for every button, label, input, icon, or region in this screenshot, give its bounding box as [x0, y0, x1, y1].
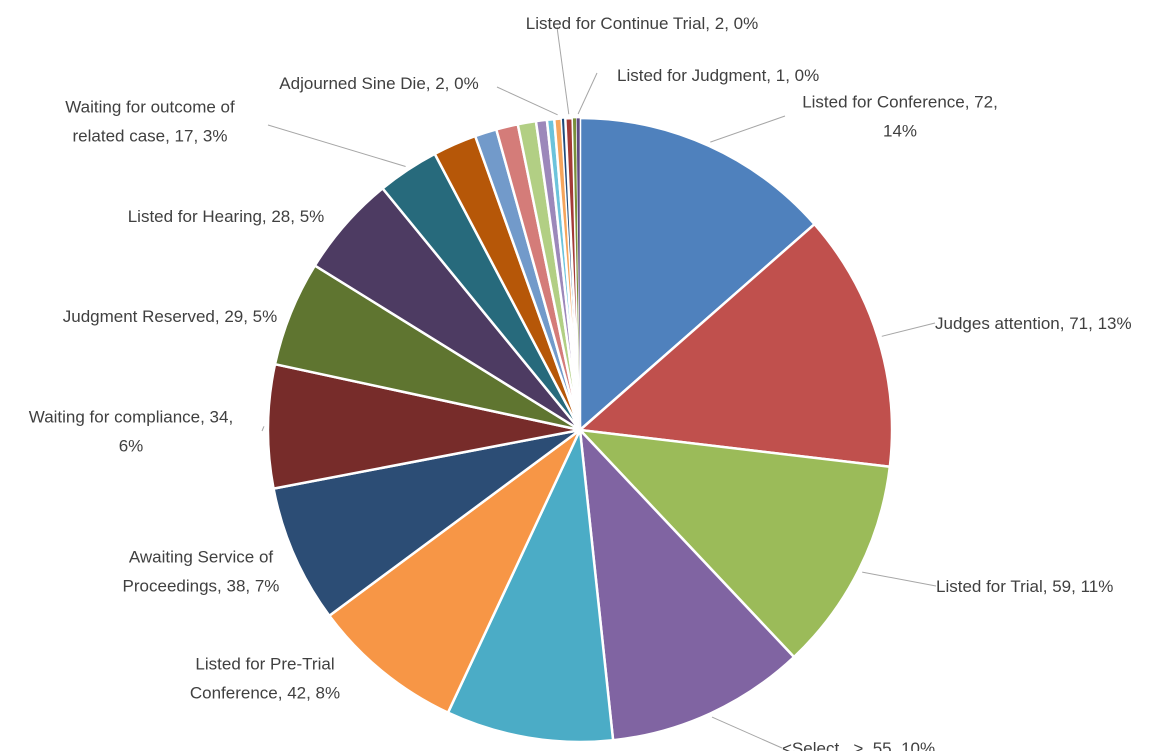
pie-slice-listed-for-judgment: [576, 117, 581, 431]
data-label-listed-for-pre-trial-conference-line-1: Listed for Pre-Trial: [195, 655, 334, 674]
leader-line-select: [711, 716, 783, 749]
pie-slice-listed-for-conference: [578, 116, 816, 432]
data-label-listed-for-hearing: Listed for Hearing, 28, 5%: [128, 207, 325, 226]
data-label-select: <Select...>, 55, 10%: [782, 739, 935, 751]
leader-line-listed-for-judgment: [577, 72, 598, 115]
pie-slice-listed-for-trial: [578, 428, 892, 659]
leader-line-listed-for-conference: [710, 115, 786, 143]
leader-lines: [261, 26, 937, 749]
data-label-listed-for-judgment: Listed for Judgment, 1, 0%: [617, 66, 819, 85]
pie-slice-waiting-for-compliance: [266, 362, 582, 490]
data-label-listed-for-continue-trial: Listed for Continue Trial, 2, 0%: [526, 14, 758, 33]
pie-slices: [266, 116, 894, 744]
data-label-judges-attention: Judges attention, 71, 13%: [935, 314, 1132, 333]
leader-line-waiting-for-compliance: [261, 426, 265, 432]
data-label-listed-for-pre-trial-conference-line-2: Conference, 42, 8%: [190, 684, 340, 703]
pie-slice-judges-attention: [578, 222, 894, 469]
data-label-judgment-reserved: Judgment Reserved, 29, 5%: [63, 307, 278, 326]
data-label-waiting-for-outcome-of-related-case-line-2: related case, 17, 3%: [73, 127, 228, 146]
leader-line-listed-for-trial: [862, 571, 937, 587]
pie-slice-unlabeled-4: [446, 428, 615, 744]
data-labels: Listed for Conference, 72, 14% Judges atte…: [29, 14, 1132, 751]
leader-line-adjourned-sine-die: [496, 86, 558, 116]
leader-line-listed-for-continue-trial: [556, 26, 570, 115]
leader-line-waiting-for-outcome-of-related-case: [267, 124, 406, 167]
data-label-listed-for-conference-line-1: Listed for Conference, 72,: [802, 93, 998, 112]
data-label-waiting-for-compliance-line-2: 6%: [119, 437, 144, 456]
pie-slice-listed-for-pre-trial-conference: [328, 428, 582, 714]
data-label-listed-for-conference-line-2: 14%: [883, 122, 917, 141]
data-label-waiting-for-compliance-line-1: Waiting for compliance, 34,: [29, 408, 233, 427]
data-label-waiting-for-outcome-of-related-case-line-1: Waiting for outcome of: [65, 98, 235, 117]
leader-line-judges-attention: [881, 322, 936, 337]
data-label-awaiting-service-of-proceedings-line-2: Proceedings, 38, 7%: [123, 577, 280, 596]
data-label-adjourned-sine-die: Adjourned Sine Die, 2, 0%: [279, 74, 478, 93]
data-label-listed-for-trial: Listed for Trial, 59, 11%: [936, 577, 1113, 596]
pie-slice-select: [578, 428, 796, 742]
data-label-awaiting-service-of-proceedings-line-1: Awaiting Service of: [129, 548, 274, 567]
pie-slice-awaiting-service-of-proceedings: [272, 428, 582, 618]
